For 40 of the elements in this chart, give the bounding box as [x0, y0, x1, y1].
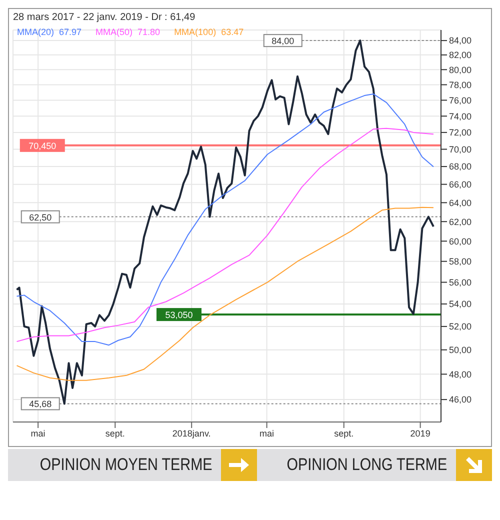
ref-line-label: 62,50 — [29, 212, 52, 222]
y-tick-label: 62,00 — [449, 216, 472, 227]
text: OPINION LONG TERME — [287, 455, 448, 475]
x-tick-label: mai — [260, 428, 274, 438]
y-tick-label: 80,00 — [449, 64, 472, 75]
x-tick-label: 2018janv. — [172, 428, 211, 438]
y-tick-label: 74,00 — [449, 111, 472, 122]
y-tick-label: 66,00 — [449, 180, 472, 190]
text: MMA(100) 63.47 — [174, 27, 244, 37]
x-tick-label: sept. — [105, 428, 125, 438]
ref-line-label: 45,68 — [29, 399, 52, 410]
y-tick-label: 82,00 — [449, 50, 472, 60]
x-tick-label: mai — [30, 428, 46, 438]
y-tick-label: 58,00 — [449, 256, 472, 267]
chart-title: 28 mars 2017 - 22 janv. 2019 - Dr : 61,49 — [12, 11, 196, 24]
line-series — [16, 128, 434, 342]
text: MMA(20) 67.97 — [17, 27, 82, 37]
y-tick-label: 48,00 — [449, 369, 472, 380]
y-tick-label: 78,00 — [449, 80, 472, 90]
y-tick-label: 50,00 — [449, 345, 472, 356]
y-tick-label: 60,00 — [449, 236, 472, 246]
y-tick-label: 54,00 — [449, 299, 472, 310]
y-tick-label: 68,00 — [449, 162, 472, 172]
line-series — [16, 93, 434, 346]
x-tick-label: sept. — [334, 428, 354, 438]
y-tick-label: 56,00 — [449, 277, 472, 288]
text: OPINION MOYEN TERME — [40, 455, 214, 475]
y-tick-label: 64,00 — [449, 198, 472, 208]
y-tick-label: 72,00 — [449, 128, 472, 138]
x-tick-label: 2019 — [410, 428, 430, 438]
text: MMA(50) 71.80 — [96, 27, 160, 37]
y-tick-label: 52,00 — [449, 322, 472, 332]
line-series — [16, 206, 434, 381]
y-tick-label: 46,00 — [449, 394, 472, 405]
ref-line-label: 53,050 — [165, 310, 193, 320]
y-tick-label: 84,00 — [449, 36, 472, 46]
ref-line-label: 70,450 — [28, 140, 56, 151]
y-tick-label: 76,00 — [449, 95, 472, 106]
y-tick-label: 70,00 — [449, 144, 472, 154]
ref-line-label: 84,00 — [272, 36, 294, 46]
